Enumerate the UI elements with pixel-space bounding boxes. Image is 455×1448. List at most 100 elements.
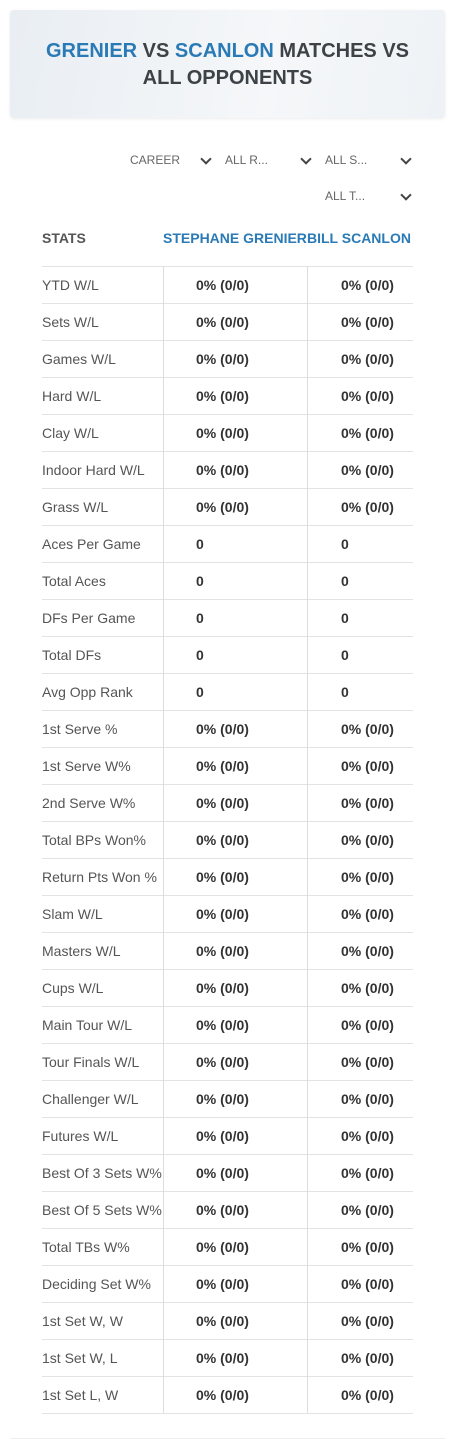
stat-label: 1st Serve % bbox=[42, 721, 118, 737]
stat-label: 1st Set L, W bbox=[42, 1387, 119, 1403]
stat-label: Futures W/L bbox=[42, 1128, 119, 1144]
stat-label: Total DFs bbox=[42, 647, 102, 663]
title: GRENIER VS SCANLON MATCHES VS ALL OPPONEN… bbox=[10, 38, 445, 92]
stat-label: Sets W/L bbox=[42, 314, 99, 330]
title-player: SCANLON bbox=[174, 40, 274, 62]
stat-value: 0% (0/0) bbox=[341, 388, 394, 404]
stat-label: Total Aces bbox=[42, 573, 106, 589]
stat-value: 0% (0/0) bbox=[196, 943, 249, 959]
stat-value: 0% (0/0) bbox=[341, 1239, 394, 1255]
table-row: YTD W/L 0% (0/0) 0% (0/0) bbox=[42, 266, 413, 303]
stat-value: 0% (0/0) bbox=[341, 1017, 394, 1033]
table-row: 1st Set W, W 0% (0/0) 0% (0/0) bbox=[42, 1302, 413, 1339]
stat-value: 0% (0/0) bbox=[341, 721, 394, 737]
table-bottom-border bbox=[42, 1413, 413, 1414]
table-row: Total DFs 0 0 bbox=[42, 636, 413, 673]
table-row: Cups W/L 0% (0/0) 0% (0/0) bbox=[42, 969, 413, 1006]
table-row: Avg Opp Rank 0 0 bbox=[42, 673, 413, 710]
stat-value: 0% (0/0) bbox=[196, 1313, 249, 1329]
stat-value: 0% (0/0) bbox=[341, 1350, 394, 1366]
filter-label: ALL S... bbox=[325, 153, 368, 167]
stat-label: DFs Per Game bbox=[42, 610, 136, 626]
chevron bbox=[400, 189, 412, 201]
stat-value: 0% (0/0) bbox=[341, 943, 394, 959]
table-row: 2nd Serve W% 0% (0/0) 0% (0/0) bbox=[42, 784, 413, 821]
table-row: Futures W/L 0% (0/0) 0% (0/0) bbox=[42, 1117, 413, 1154]
stat-value: 0 bbox=[341, 684, 349, 700]
filter-dropdown[interactable]: ALL S... bbox=[325, 152, 414, 168]
stat-label: Best Of 5 Sets W% bbox=[42, 1202, 162, 1218]
title-player: GRENIER bbox=[45, 40, 138, 62]
stat-value: 0% (0/0) bbox=[196, 980, 249, 996]
stat-value: 0 bbox=[341, 573, 349, 589]
column-header[interactable]: BILL SCANLON bbox=[307, 230, 411, 246]
stat-value: 0% (0/0) bbox=[196, 721, 249, 737]
stat-value: 0 bbox=[341, 647, 349, 663]
table-row: 1st Serve % 0% (0/0) 0% (0/0) bbox=[42, 710, 413, 747]
column-header: STATS bbox=[42, 230, 86, 246]
filter-dropdown[interactable]: ALL R... bbox=[225, 152, 314, 168]
stat-value: 0% (0/0) bbox=[196, 1350, 249, 1366]
table-row: Best Of 3 Sets W% 0% (0/0) 0% (0/0) bbox=[42, 1154, 413, 1191]
stat-value: 0% (0/0) bbox=[196, 1276, 249, 1292]
stat-value: 0% (0/0) bbox=[196, 1202, 249, 1218]
filter-label: ALL T... bbox=[325, 189, 366, 203]
table-row: Deciding Set W% 0% (0/0) 0% (0/0) bbox=[42, 1265, 413, 1302]
stat-value: 0 bbox=[341, 536, 349, 552]
stat-value: 0% (0/0) bbox=[196, 795, 249, 811]
stat-value: 0% (0/0) bbox=[341, 1128, 394, 1144]
stat-value: 0 bbox=[196, 536, 204, 552]
column-divider bbox=[307, 266, 308, 1413]
header-card: GRENIER VS SCANLON MATCHES VS ALL OPPONEN… bbox=[10, 10, 445, 118]
stat-value: 0% (0/0) bbox=[196, 1091, 249, 1107]
table-row: Slam W/L 0% (0/0) 0% (0/0) bbox=[42, 895, 413, 932]
stat-label: Clay W/L bbox=[42, 425, 99, 441]
stat-value: 0% (0/0) bbox=[341, 1165, 394, 1181]
table-row: 1st Set L, W 0% (0/0) 0% (0/0) bbox=[42, 1376, 413, 1413]
stat-label: Aces Per Game bbox=[42, 536, 141, 552]
stat-value: 0% (0/0) bbox=[196, 351, 249, 367]
stat-label: Total TBs W% bbox=[42, 1239, 130, 1255]
stat-label: Tour Finals W/L bbox=[42, 1054, 140, 1070]
stat-value: 0% (0/0) bbox=[341, 314, 394, 330]
stat-value: 0% (0/0) bbox=[341, 425, 394, 441]
stat-value: 0% (0/0) bbox=[341, 1276, 394, 1292]
stat-value: 0% (0/0) bbox=[196, 425, 249, 441]
stat-label: Hard W/L bbox=[42, 388, 102, 404]
stat-value: 0% (0/0) bbox=[341, 499, 394, 515]
stat-value: 0% (0/0) bbox=[341, 1387, 394, 1403]
stat-label: Indoor Hard W/L bbox=[42, 462, 145, 478]
stat-value: 0% (0/0) bbox=[341, 980, 394, 996]
filter-dropdown[interactable]: ALL T... bbox=[325, 188, 414, 204]
column-header[interactable]: STEPHANE GRENIER bbox=[163, 230, 307, 246]
stat-label: 1st Serve W% bbox=[42, 758, 131, 774]
table-row: 1st Serve W% 0% (0/0) 0% (0/0) bbox=[42, 747, 413, 784]
stat-label: 1st Set W, W bbox=[42, 1313, 123, 1329]
table-row: Total TBs W% 0% (0/0) 0% (0/0) bbox=[42, 1228, 413, 1265]
stat-value: 0% (0/0) bbox=[196, 906, 249, 922]
stat-value: 0% (0/0) bbox=[341, 1091, 394, 1107]
stat-label: Return Pts Won % bbox=[42, 869, 157, 885]
stat-label: 2nd Serve W% bbox=[42, 795, 136, 811]
filter-dropdown[interactable]: CAREER bbox=[130, 152, 214, 168]
table-row: Grass W/L 0% (0/0) 0% (0/0) bbox=[42, 488, 413, 525]
stat-value: 0% (0/0) bbox=[341, 1054, 394, 1070]
stat-value: 0% (0/0) bbox=[341, 832, 394, 848]
stat-value: 0% (0/0) bbox=[196, 1128, 249, 1144]
stat-value: 0% (0/0) bbox=[196, 462, 249, 478]
stat-label: Masters W/L bbox=[42, 943, 121, 959]
stat-label: Avg Opp Rank bbox=[42, 684, 133, 700]
title-text: VS bbox=[137, 40, 175, 62]
filter-label: ALL R... bbox=[225, 153, 268, 167]
chevron bbox=[300, 153, 312, 165]
stat-label: Deciding Set W% bbox=[42, 1276, 151, 1292]
stat-label: Grass W/L bbox=[42, 499, 109, 515]
title-text: MATCHES VS bbox=[273, 40, 409, 62]
stat-value: 0% (0/0) bbox=[341, 462, 394, 478]
table-row: Sets W/L 0% (0/0) 0% (0/0) bbox=[42, 303, 413, 340]
stat-value: 0% (0/0) bbox=[196, 314, 249, 330]
stat-label: Main Tour W/L bbox=[42, 1017, 132, 1033]
stat-label: 1st Set W, L bbox=[42, 1350, 118, 1366]
stat-value: 0% (0/0) bbox=[196, 277, 249, 293]
table-row: Indoor Hard W/L 0% (0/0) 0% (0/0) bbox=[42, 451, 413, 488]
